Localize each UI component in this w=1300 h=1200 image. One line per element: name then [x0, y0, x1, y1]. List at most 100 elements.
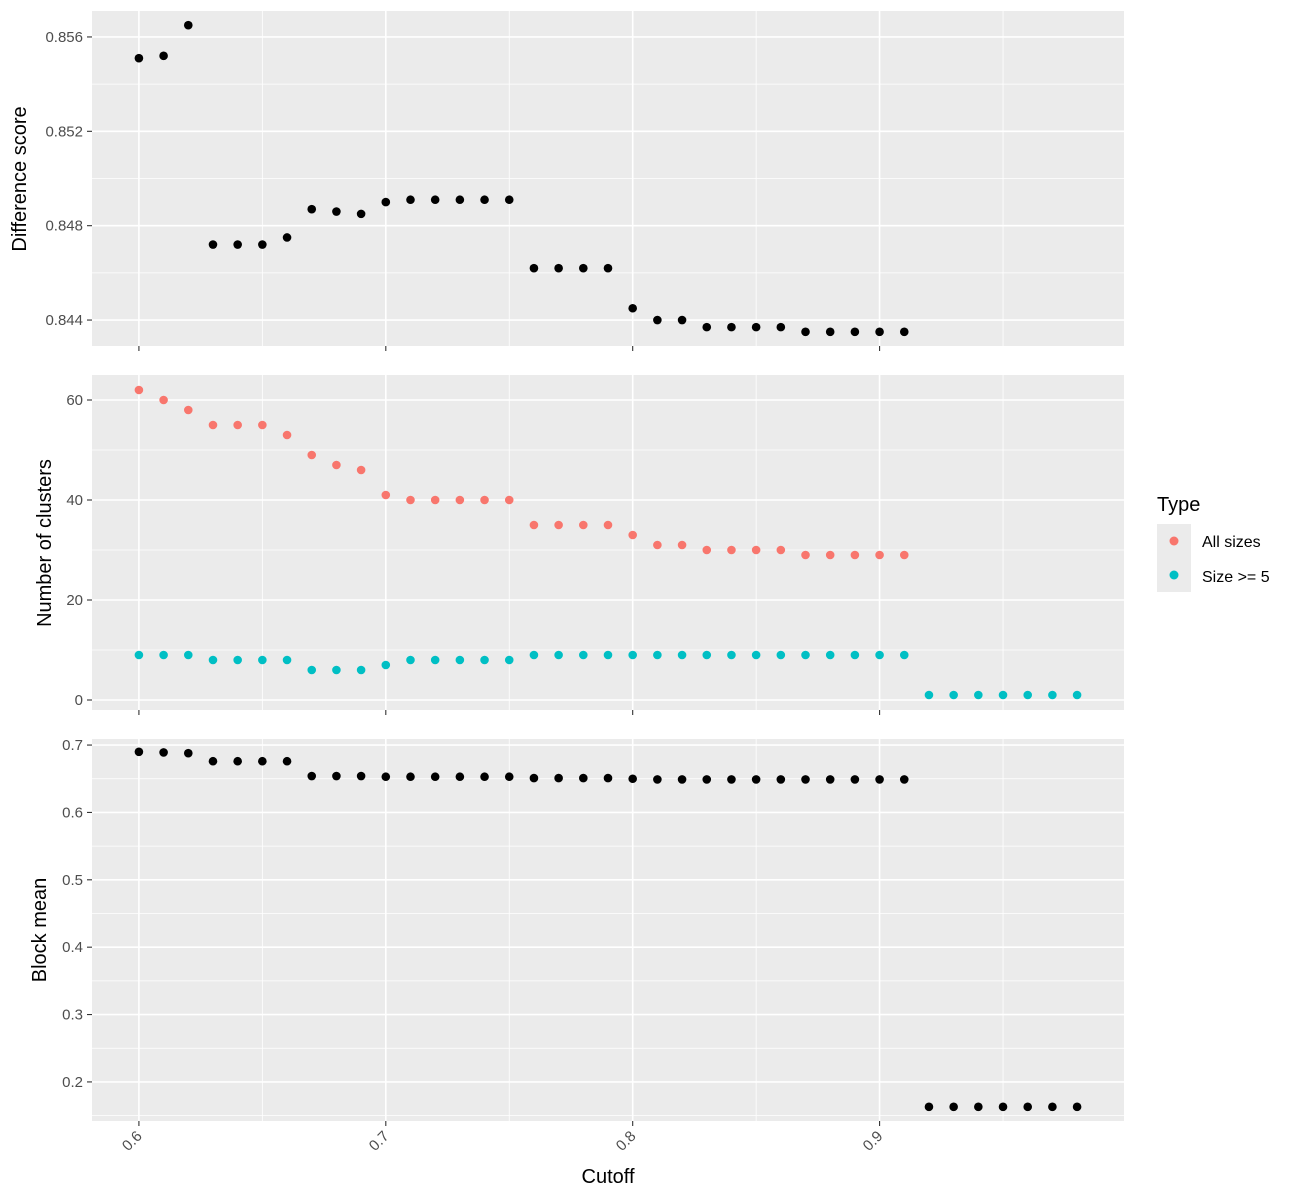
data-point — [899, 650, 909, 660]
y-tick-label: 0.4 — [62, 939, 83, 956]
data-point — [628, 303, 637, 313]
data-point — [899, 327, 909, 337]
data-point — [356, 209, 366, 219]
data-point — [801, 775, 810, 784]
data-point — [603, 773, 613, 783]
data-point — [455, 495, 465, 505]
data-point — [159, 395, 168, 405]
data-point — [825, 550, 835, 560]
legend-key-all-sizes — [1169, 536, 1179, 546]
data-point — [875, 650, 884, 660]
data-point — [455, 195, 465, 205]
data-point — [875, 775, 884, 784]
data-point — [949, 1102, 958, 1112]
data-point — [1023, 1102, 1033, 1112]
data-point — [282, 655, 292, 665]
data-point — [974, 1102, 983, 1112]
data-point — [134, 650, 144, 660]
data-point — [430, 195, 440, 205]
data-point — [875, 550, 884, 560]
y-tick-label: 0.3 — [62, 1007, 83, 1024]
data-point — [529, 773, 539, 783]
data-point — [801, 327, 810, 337]
data-point — [776, 545, 786, 555]
data-point — [504, 655, 514, 665]
data-point — [554, 773, 563, 783]
data-point — [579, 520, 588, 530]
panel-block-mean: 0.2 0.3 0.4 0.5 0.6 0.7 — [62, 737, 1124, 1126]
data-point — [727, 545, 736, 555]
data-point — [159, 650, 168, 660]
data-point — [998, 690, 1008, 700]
data-point — [653, 315, 662, 325]
data-point — [776, 650, 786, 660]
data-point — [332, 771, 341, 781]
data-point — [1048, 690, 1057, 700]
y-tick-label: 0.5 — [62, 872, 83, 889]
y-tick-label: 0.848 — [45, 218, 83, 235]
data-point — [702, 650, 712, 660]
data-point — [801, 650, 810, 660]
data-point — [480, 772, 489, 782]
y-tick-label: 20 — [66, 592, 83, 609]
data-point — [727, 650, 736, 660]
data-point — [480, 655, 489, 665]
data-point — [282, 430, 292, 440]
data-point — [159, 51, 168, 61]
data-point — [751, 545, 761, 555]
data-point — [430, 655, 440, 665]
data-point — [603, 650, 613, 660]
data-point — [406, 495, 415, 505]
data-point — [850, 775, 860, 784]
data-point — [134, 747, 144, 757]
data-point — [480, 495, 489, 505]
data-point — [751, 650, 761, 660]
y-tick-label: 0 — [75, 692, 83, 709]
data-point — [727, 322, 736, 332]
data-point — [677, 650, 687, 660]
data-point — [603, 263, 613, 273]
data-point — [998, 1102, 1008, 1112]
data-point — [702, 545, 712, 555]
y-axis-title-number-of-clusters: Number of clusters — [34, 459, 56, 627]
data-point — [677, 315, 687, 325]
data-point — [924, 690, 934, 700]
data-point — [702, 322, 712, 332]
data-point — [677, 775, 687, 784]
data-point — [183, 748, 193, 758]
y-tick-label: 0.852 — [45, 123, 83, 140]
data-point — [430, 772, 440, 782]
data-point — [455, 772, 465, 782]
data-point — [233, 420, 242, 430]
legend-label-all-sizes: All sizes — [1202, 534, 1261, 551]
data-point — [134, 53, 144, 63]
y-tick-label: 0.856 — [45, 29, 83, 46]
data-point — [406, 772, 415, 782]
data-point — [406, 655, 415, 665]
data-point — [282, 756, 292, 766]
data-point — [406, 195, 415, 205]
data-point — [356, 465, 366, 475]
data-point — [504, 772, 514, 782]
x-axis-title: Cutoff — [582, 1166, 635, 1188]
data-point — [504, 195, 514, 205]
data-point — [134, 385, 144, 395]
data-point — [850, 550, 860, 560]
data-point — [579, 263, 588, 273]
data-point — [233, 655, 242, 665]
data-point — [381, 490, 391, 500]
data-point — [899, 550, 909, 560]
data-point — [381, 197, 391, 207]
data-point — [258, 655, 267, 665]
panel-background — [92, 375, 1124, 710]
data-point — [307, 450, 317, 460]
data-point — [183, 20, 193, 30]
data-point — [332, 460, 341, 470]
data-point — [208, 420, 218, 430]
y-axis-title-block-mean: Block mean — [29, 878, 51, 983]
data-point — [307, 665, 317, 675]
data-point — [554, 520, 563, 530]
data-point — [825, 327, 835, 337]
data-point — [554, 650, 563, 660]
